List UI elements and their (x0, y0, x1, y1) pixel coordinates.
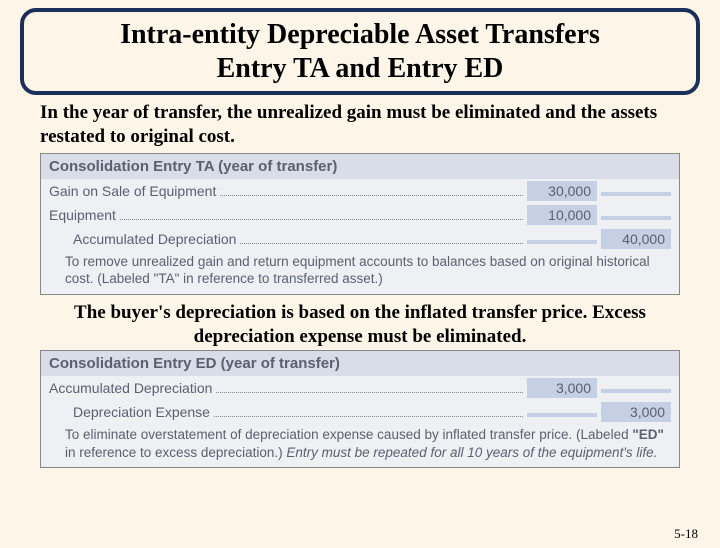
debit-amount (527, 240, 597, 244)
debit-amount: 10,000 (527, 205, 597, 225)
debit-amount: 30,000 (527, 181, 597, 201)
leader-dots (214, 416, 523, 417)
credit-amount (601, 389, 671, 393)
mid-paragraph: The buyer's depreciation is based on the… (30, 301, 690, 349)
leader-dots (216, 392, 523, 393)
entry-label: Depreciation Expense (49, 404, 210, 420)
leader-dots (120, 219, 523, 220)
entry-label: Gain on Sale of Equipment (49, 183, 216, 199)
title-line2: Entry TA and Entry ED (217, 53, 504, 84)
entry-ed-header: Consolidation Entry ED (year of transfer… (41, 351, 679, 376)
page-title: Intra-entity Depreciable Asset Transfers… (36, 18, 684, 85)
credit-amount: 3,000 (601, 402, 671, 422)
title-box: Intra-entity Depreciable Asset Transfers… (20, 8, 700, 95)
entry-ed-note: To eliminate overstatement of depreciati… (41, 424, 679, 467)
table-row: Accumulated Depreciation 3,000 (41, 376, 679, 400)
table-row: Accumulated Depreciation 40,000 (41, 227, 679, 251)
entry-ed-note-text: To eliminate overstatement of depreciati… (65, 427, 664, 460)
credit-amount (601, 192, 671, 196)
entry-ta-table: Consolidation Entry TA (year of transfer… (40, 153, 680, 295)
entry-ed-table: Consolidation Entry ED (year of transfer… (40, 350, 680, 468)
entry-ta-header: Consolidation Entry TA (year of transfer… (41, 154, 679, 179)
entry-ta-note: To remove unrealized gain and return equ… (41, 251, 679, 294)
leader-dots (220, 195, 523, 196)
table-row: Gain on Sale of Equipment 30,000 (41, 179, 679, 203)
leader-dots (240, 243, 523, 244)
credit-amount: 40,000 (601, 229, 671, 249)
table-row: Equipment 10,000 (41, 203, 679, 227)
intro-paragraph: In the year of transfer, the unrealized … (40, 101, 680, 149)
title-line1: Intra-entity Depreciable Asset Transfers (120, 19, 600, 50)
debit-amount (527, 413, 597, 417)
entry-label: Equipment (49, 207, 116, 223)
table-row: Depreciation Expense 3,000 (41, 400, 679, 424)
credit-amount (601, 216, 671, 220)
debit-amount: 3,000 (527, 378, 597, 398)
entry-label: Accumulated Depreciation (49, 380, 212, 396)
entry-label: Accumulated Depreciation (49, 231, 236, 247)
